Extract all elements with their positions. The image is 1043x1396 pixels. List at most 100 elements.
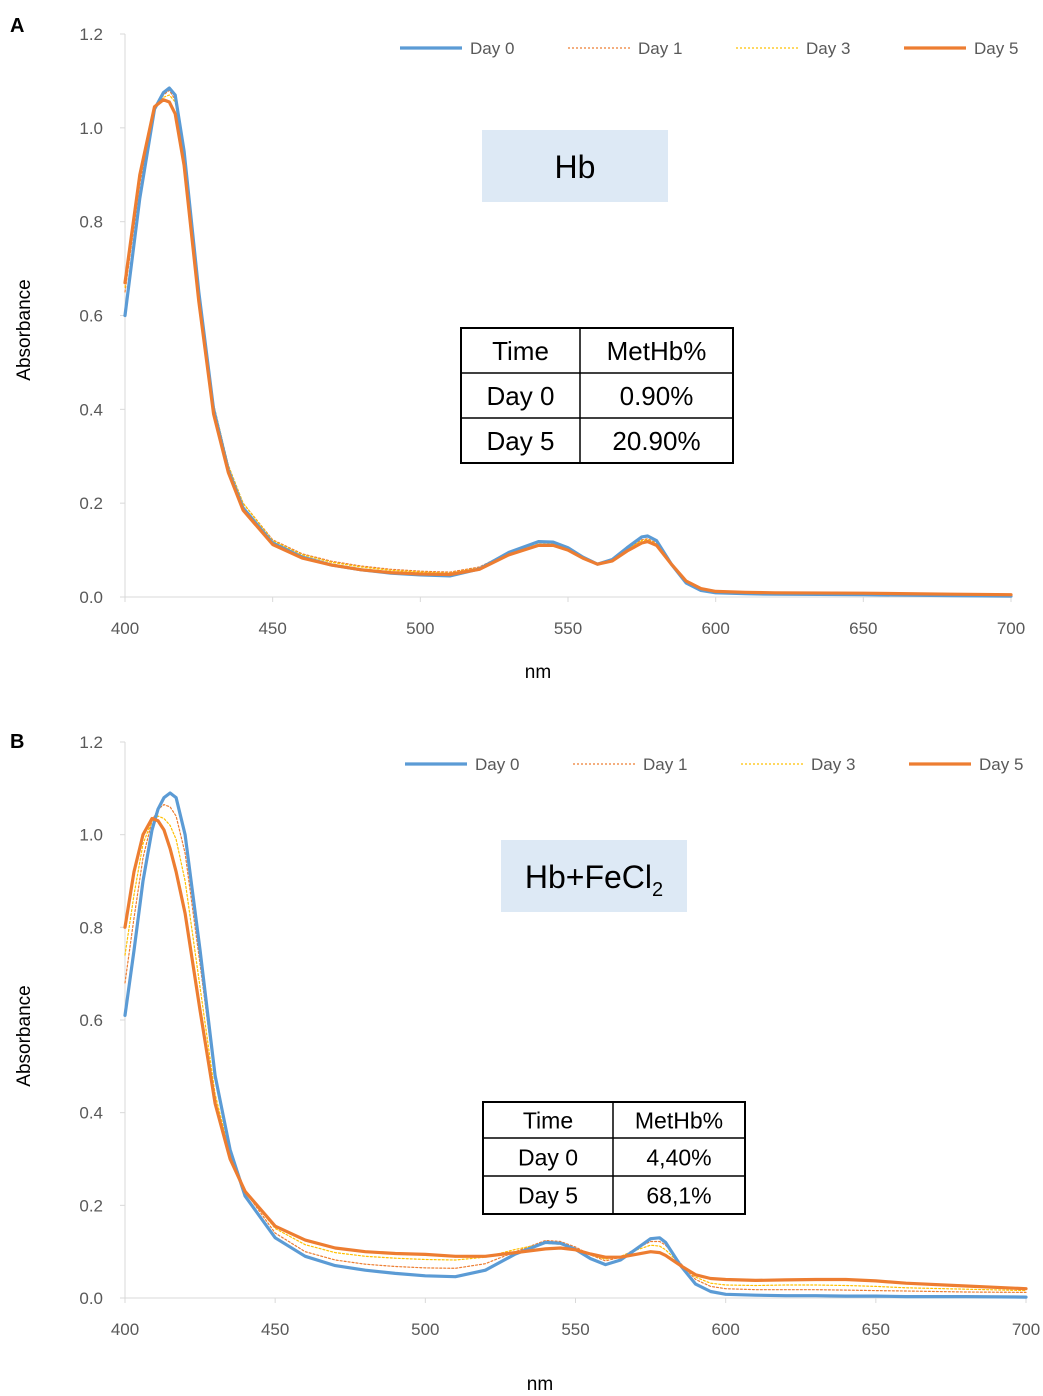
sample-label: Hb [555, 149, 596, 185]
data-point [390, 571, 392, 574]
data-point [700, 587, 702, 590]
methb-table: Time MetHb% Day 0 4,40% Day 5 68,1% [482, 1101, 746, 1215]
data-point [754, 1294, 757, 1296]
legend-label: Day 3 [811, 755, 855, 774]
data-point [619, 1259, 622, 1261]
data-point [641, 536, 643, 538]
legend-label: Day 1 [643, 755, 687, 774]
data-point [664, 1241, 667, 1244]
x-tick-label: 400 [111, 619, 139, 638]
y-tick-label: 1.2 [79, 25, 103, 44]
table-cell: Day 5 [487, 426, 555, 456]
legend-label: Day 0 [470, 39, 514, 58]
data-point [604, 1256, 607, 1258]
data-point [694, 1274, 697, 1276]
data-point [175, 870, 177, 873]
chart-panel-b: B 0.0 0.2 0.4 0.6 0.8 1.0 1.2 400 450 500 550 600 65… [10, 731, 1040, 1395]
data-point [714, 590, 717, 593]
x-tick-label: 450 [258, 619, 286, 638]
data-point [544, 1248, 547, 1250]
table-cell: Day 5 [518, 1182, 578, 1208]
data-point [709, 1290, 712, 1293]
data-point [655, 539, 658, 542]
data-point [508, 554, 510, 556]
data-point [169, 847, 171, 850]
series-line-day-3 [124, 815, 1027, 1292]
y-tick-label: 1.0 [79, 119, 103, 138]
data-point [142, 880, 144, 882]
data-point [646, 535, 649, 537]
y-tick-label: 0.2 [79, 494, 103, 513]
label-box-bg [482, 130, 668, 202]
data-point [169, 792, 171, 794]
x-tick-label: 400 [111, 1320, 139, 1339]
chart-panel-a: A 0.0 0.2 0.4 0.6 0.8 1.0 1.2 400 450 500 550 600 65… [10, 15, 1025, 683]
legend-label: Day 1 [638, 39, 682, 58]
data-point [544, 1241, 547, 1244]
data-point [274, 1237, 277, 1239]
data-point [162, 98, 165, 101]
data-point [658, 1251, 661, 1254]
x-tick-label: 700 [1012, 1320, 1040, 1339]
data-point [174, 94, 176, 96]
data-point [478, 568, 481, 571]
y-tick-label: 0.8 [79, 213, 103, 232]
data-point [655, 544, 658, 547]
series-line-day-0 [123, 791, 1028, 1299]
data-point [815, 1294, 817, 1297]
data-point [559, 1247, 562, 1249]
data-point [139, 174, 141, 176]
data-point [626, 546, 628, 549]
y-tick-label: 0.4 [79, 1104, 103, 1123]
data-point [815, 1278, 817, 1281]
data-point [537, 544, 540, 547]
data-point [508, 551, 510, 554]
data-point [567, 546, 569, 549]
data-point [244, 1195, 246, 1197]
panel-label: B [10, 731, 24, 753]
data-point [162, 91, 165, 94]
data-point [905, 1282, 907, 1284]
data-point [649, 1250, 652, 1253]
x-tick-label: 650 [849, 619, 877, 638]
x-axis-label: nm [525, 662, 551, 683]
data-point [1025, 1296, 1027, 1298]
panel-label: A [10, 15, 24, 37]
table-cell: 0.90% [620, 381, 694, 411]
data-point [419, 573, 422, 575]
data-point [214, 1074, 216, 1077]
y-tick-label: 0.6 [79, 1011, 103, 1030]
axes: 0.0 0.2 0.4 0.6 0.8 1.0 1.2 400 450 500 550 600 650 7… [79, 25, 1025, 638]
y-tick-label: 0.0 [79, 588, 103, 607]
data-point [567, 549, 569, 551]
data-point [646, 540, 649, 543]
x-tick-label: 600 [711, 1320, 739, 1339]
legend: Day 0 Day 1 Day 3 Day 5 [400, 39, 1018, 58]
data-point [124, 314, 126, 317]
y-axis-label: Absorbance [14, 985, 35, 1086]
data-point [454, 1275, 457, 1278]
data-point [334, 1264, 337, 1267]
series-line-day-5 [123, 816, 1028, 1291]
data-point [484, 1269, 487, 1271]
table-header-cell: MetHb% [607, 336, 707, 366]
axes: 0.0 0.2 0.4 0.6 0.8 1.0 1.2 400 450 500 550 600 650 7… [79, 733, 1040, 1339]
y-tick-label: 0.4 [79, 400, 103, 419]
data-point [133, 949, 135, 952]
data-point [905, 1295, 907, 1298]
data-point [139, 197, 141, 199]
data-point [142, 833, 144, 836]
data-point [124, 1014, 126, 1017]
table-cell: 20.90% [612, 426, 700, 456]
data-point [364, 1269, 367, 1271]
data-point [694, 1283, 697, 1285]
y-tick-label: 0.8 [79, 918, 103, 937]
data-point [484, 1255, 487, 1258]
data-point [157, 820, 159, 822]
x-tick-label: 550 [554, 619, 582, 638]
data-point [424, 1275, 427, 1277]
data-point [124, 926, 126, 929]
data-point [634, 1253, 637, 1256]
data-point [611, 560, 614, 562]
legend-label: Day 5 [979, 755, 1023, 774]
